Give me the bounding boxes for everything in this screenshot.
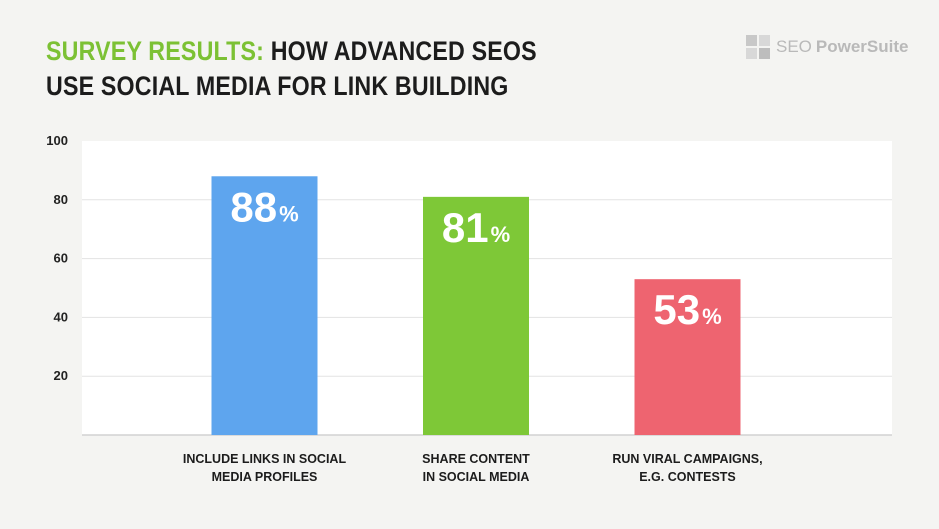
bar	[211, 176, 318, 435]
x-category-label: INCLUDE LINKS IN SOCIAL MEDIA PROFILES	[183, 452, 347, 484]
y-tick-label: 20	[54, 368, 68, 383]
brand-logo: SEO PowerSuite	[746, 35, 909, 59]
y-tick-label: 40	[54, 309, 68, 324]
seo-powersuite-logo-icon	[746, 35, 770, 59]
page-title: SURVEY RESULTS: HOW ADVANCED SEOS USE SO…	[46, 34, 537, 104]
brand-name-light: SEO	[776, 37, 812, 56]
y-tick-label: 60	[54, 251, 68, 266]
title-accent: SURVEY RESULTS:	[46, 36, 265, 66]
bar-value-label: 81%	[442, 204, 510, 251]
y-tick-label: 100	[46, 133, 68, 148]
bar	[634, 279, 741, 435]
title-line1-rest: HOW ADVANCED SEOS	[270, 36, 537, 66]
bar-value-label: 53%	[653, 286, 721, 333]
title-line2: USE SOCIAL MEDIA FOR LINK BUILDING	[46, 71, 509, 101]
x-category-label: SHARE CONTENT IN SOCIAL MEDIA	[422, 452, 530, 484]
y-tick-label: 80	[54, 192, 68, 207]
bar-value-label: 88%	[230, 183, 298, 230]
x-category-label: RUN VIRAL CAMPAIGNS, E.G. CONTESTS	[612, 452, 762, 484]
brand-name-bold: PowerSuite	[815, 37, 909, 56]
bar	[423, 196, 529, 435]
